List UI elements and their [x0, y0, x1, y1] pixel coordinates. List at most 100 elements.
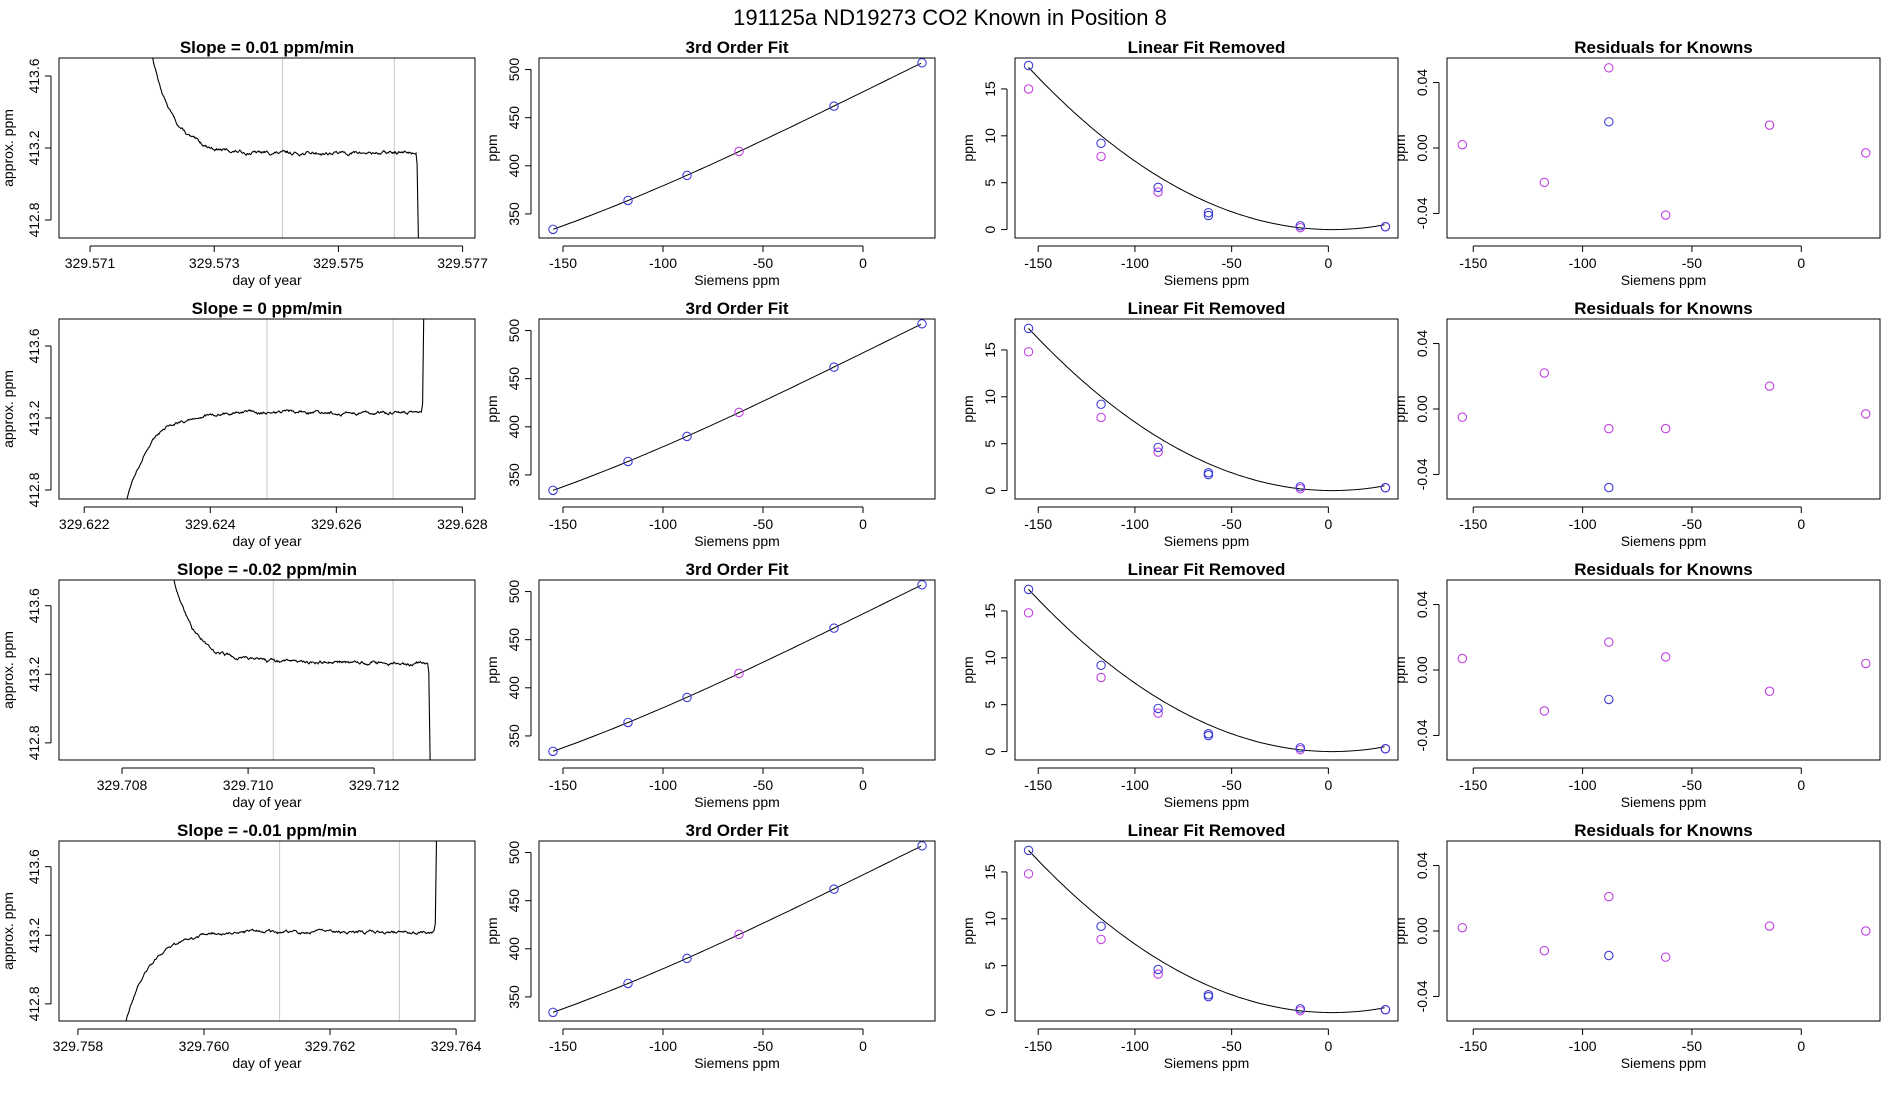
data-point-magenta	[1861, 148, 1871, 158]
y-tick-label: 0.00	[1414, 656, 1430, 683]
x-tick-label: -150	[1024, 777, 1052, 793]
x-axis-label: Siemens ppm	[1164, 533, 1250, 549]
y-axis-label: ppm	[484, 656, 500, 683]
fit-curve	[552, 845, 922, 1013]
data-point-blue	[548, 746, 558, 757]
data-point-magenta	[1539, 177, 1550, 188]
x-tick-label: -50	[1222, 1038, 1242, 1054]
panel-title: 3rd Order Fit	[686, 560, 789, 579]
y-tick-label: 412.8	[26, 472, 42, 507]
panel-r3-fit: 3rd Order Fit -150 -100 -50 0 Siemens ppm 350 4…	[484, 560, 936, 810]
x-tick-label: -100	[649, 777, 677, 793]
plot-area	[1457, 637, 1871, 716]
y-axis-label: ppm	[1392, 656, 1408, 683]
fit-curve	[1028, 850, 1385, 1014]
data-point-blue	[829, 101, 839, 111]
concentration-trace	[173, 580, 431, 760]
y-tick-label: -0.04	[1414, 980, 1430, 1012]
y-tick-label: 10	[982, 389, 998, 405]
y-tick-label: 0.04	[1414, 591, 1430, 618]
y-tick-label: 500	[506, 580, 522, 604]
y-tick-label: 5	[982, 962, 998, 970]
data-point-magenta	[1861, 926, 1871, 936]
data-point-magenta	[1861, 409, 1871, 419]
y-tick-label: 0	[982, 1008, 998, 1016]
data-point-blue	[623, 195, 633, 206]
x-tick-label: 329.758	[53, 1038, 104, 1054]
panel-r1-residuals: Residuals for Knowns -150 -100 -50 0 Siemens …	[1392, 38, 1881, 288]
y-tick-label: 413.6	[26, 58, 42, 93]
x-axis-label: Siemens ppm	[694, 272, 780, 288]
data-point-blue	[1295, 221, 1306, 231]
plot-area	[1457, 368, 1871, 493]
data-point-blue	[623, 717, 633, 728]
y-tick-label: 15	[982, 81, 998, 97]
data-point-magenta	[1023, 869, 1034, 879]
data-point-blue	[917, 580, 927, 590]
data-point-blue	[1604, 950, 1614, 961]
y-tick-label: 0.04	[1414, 330, 1430, 357]
panel-r4-residuals: Residuals for Knowns -150 -100 -50 0 Siemens …	[1392, 821, 1881, 1071]
data-point-blue	[1203, 728, 1214, 739]
y-tick-label: 0.04	[1414, 852, 1430, 879]
x-tick-label: -100	[649, 516, 677, 532]
x-axis-label: day of year	[232, 794, 302, 810]
panel-title: Slope = 0 ppm/min	[192, 299, 343, 318]
plot-area	[1457, 891, 1871, 962]
y-tick-label: 413.6	[26, 588, 42, 623]
y-tick-label: 413.2	[26, 918, 42, 953]
x-tick-label: 0	[1797, 255, 1805, 271]
panel-r3-linear_removed: Linear Fit Removed -150 -100 -50 0 Siemens pp…	[960, 560, 1399, 810]
data-point-blue	[1604, 694, 1614, 705]
data-point-blue	[1096, 921, 1106, 932]
data-point-magenta	[1660, 210, 1671, 220]
x-axis-label: Siemens ppm	[1164, 794, 1250, 810]
y-tick-label: 400	[506, 676, 522, 700]
data-point-magenta	[1023, 608, 1034, 618]
plot-frame	[1446, 57, 1881, 239]
y-tick-label: 450	[506, 367, 522, 391]
data-point-blue	[1295, 482, 1306, 492]
y-tick-label: 0.00	[1414, 917, 1430, 944]
y-tick-label: 5	[982, 440, 998, 448]
data-point-blue	[829, 362, 839, 372]
panel-title: Linear Fit Removed	[1128, 38, 1286, 57]
y-tick-label: 450	[506, 106, 522, 130]
data-point-blue	[682, 692, 692, 703]
panel-title: Slope = -0.02 ppm/min	[177, 560, 357, 579]
y-tick-label: 15	[982, 342, 998, 358]
y-tick-label: 350	[506, 985, 522, 1009]
data-point-blue	[1203, 467, 1214, 478]
data-point-magenta	[1660, 423, 1671, 434]
data-point-blue	[1096, 138, 1106, 149]
data-point-blue	[917, 841, 927, 851]
y-axis-label: ppm	[960, 656, 976, 683]
y-tick-label: 350	[506, 202, 522, 226]
y-axis-label: ppm	[484, 134, 500, 161]
panel-r4-linear_removed: Linear Fit Removed -150 -100 -50 0 Siemens pp…	[960, 821, 1399, 1071]
data-point-blue	[623, 456, 633, 467]
x-tick-label: 329.712	[349, 777, 400, 793]
panel-title: Residuals for Knowns	[1574, 38, 1753, 57]
y-tick-label: 0	[982, 486, 998, 494]
data-point-magenta	[1096, 412, 1106, 423]
data-point-blue	[1096, 399, 1106, 410]
data-point-blue	[1153, 182, 1163, 193]
plot-frame	[538, 318, 936, 500]
y-tick-label: 10	[982, 128, 998, 144]
y-tick-label: 413.6	[26, 328, 42, 363]
y-tick-label: 15	[982, 603, 998, 619]
x-axis-label: Siemens ppm	[1164, 272, 1250, 288]
x-tick-label: 0	[1324, 777, 1332, 793]
x-tick-label: -100	[649, 255, 677, 271]
y-tick-label: 0.00	[1414, 395, 1430, 422]
y-tick-label: -0.04	[1414, 458, 1430, 490]
x-tick-label: -150	[549, 516, 577, 532]
x-tick-label: -50	[1222, 255, 1242, 271]
x-tick-label: -50	[1682, 1038, 1702, 1054]
plot-area	[1457, 63, 1871, 220]
data-point-magenta	[1660, 952, 1671, 962]
data-point-blue	[1203, 730, 1214, 741]
fit-curve	[1028, 328, 1385, 492]
plot-frame	[1014, 840, 1399, 1022]
